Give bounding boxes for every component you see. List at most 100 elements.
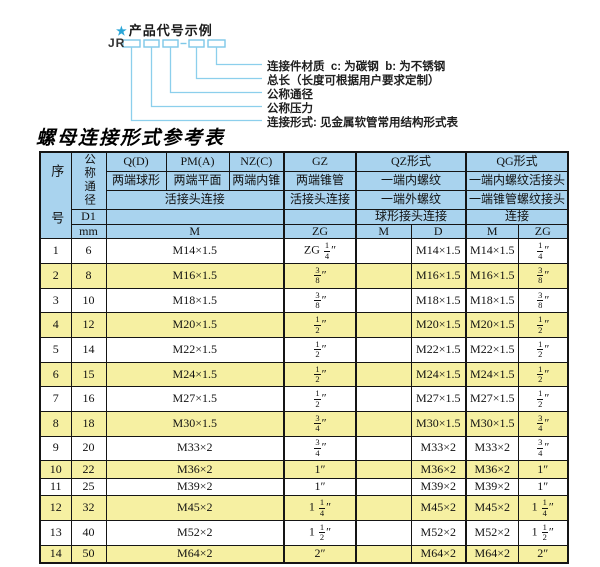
seq-cell: 10 — [39, 460, 72, 479]
seq-cell: 3 — [39, 287, 72, 314]
gz-size-cell: 1″ — [283, 460, 357, 479]
table-body: 1 6 M14×1.5 ZG 1 4 ″ M14×1.5 M14×1.5 1 4 ″ 2 8 M16×1.… — [39, 238, 569, 564]
m-thread-cell: M14×1.5 — [105, 238, 285, 265]
dn-mm-cell: 8 — [70, 263, 107, 289]
table-row: 4 12 M20×1.5 1 2 ″ M20×1.5 M20×1.5 1 2 ″ — [39, 312, 569, 338]
gz-size-cell: 1 2 ″ — [283, 336, 357, 363]
header-seq-label: 序号 — [49, 163, 65, 239]
qg-m-cell: M30×1.5 — [465, 410, 519, 437]
seq-cell: 4 — [39, 312, 72, 338]
table-row: 13 40 M52×2 1 1 2 ″ M52×2 M52×2 1 1 2 ″ — [39, 520, 569, 546]
dn-mm-cell: 16 — [70, 386, 107, 412]
table-header: 序号 公称通径 Q(D) PM(A) NZ(C) GZ QZ形式 QG形式 两端… — [39, 151, 569, 240]
header-qd-desc: 两端球形 — [105, 171, 167, 191]
qz-m-cell — [355, 263, 412, 289]
qg-zg-cell: 1 2 ″ — [517, 312, 569, 338]
dn-mm-cell: 25 — [70, 477, 107, 497]
qz-m-cell — [355, 312, 412, 338]
qz-d-cell: M64×2 — [410, 544, 467, 564]
qz-m-cell — [355, 495, 412, 522]
header-nzc-desc: 两端内锥 — [228, 171, 285, 191]
header-qz-d: D — [410, 223, 467, 240]
star-icon: ★ — [116, 24, 128, 38]
qg-zg-cell: 1 2 ″ — [517, 336, 569, 363]
header-qz-type: QZ形式 — [355, 151, 467, 173]
header-empty-gz — [283, 208, 357, 225]
qz-d-cell: M18×1.5 — [410, 287, 467, 314]
header-pma: PM(A) — [165, 151, 230, 173]
qg-m-cell: M45×2 — [465, 495, 519, 522]
qg-zg-cell: 3 4 ″ — [517, 410, 569, 437]
m-thread-cell: M39×2 — [105, 477, 285, 497]
header-gz-desc: 两端锥管 — [283, 171, 357, 191]
seq-cell: 14 — [39, 544, 72, 564]
qg-m-cell: M18×1.5 — [465, 287, 519, 314]
code-box-3 — [162, 39, 179, 48]
header-qz-desc: 一端内螺纹 — [355, 171, 467, 191]
m-thread-cell: M20×1.5 — [105, 312, 285, 338]
qz-m-cell — [355, 386, 412, 412]
qg-m-cell: M39×2 — [465, 477, 519, 497]
gz-size-cell: 1 1 2 ″ — [283, 520, 357, 546]
m-thread-cell: M52×2 — [105, 520, 285, 546]
gz-size-cell: ZG 1 4 ″ — [283, 238, 357, 265]
m-thread-cell: M36×2 — [105, 460, 285, 479]
seq-cell: 5 — [39, 336, 72, 363]
header-m: M — [105, 223, 285, 240]
gz-size-cell: 3 4 ″ — [283, 435, 357, 462]
qz-d-cell: M14×1.5 — [410, 238, 467, 265]
qz-d-cell: M22×1.5 — [410, 336, 467, 363]
qg-m-cell: M33×2 — [465, 435, 519, 462]
qz-d-cell: M36×2 — [410, 460, 467, 479]
leader-line-3 — [169, 47, 262, 94]
header-seq: 序号 — [39, 151, 72, 240]
product-code-prefix: JR — [108, 36, 126, 50]
seq-cell: 1 — [39, 238, 72, 265]
gz-size-cell: 1 1 4 ″ — [283, 495, 357, 522]
code-label-pressure: 公称压力 — [267, 103, 313, 115]
header-qd: Q(D) — [105, 151, 167, 173]
dn-mm-cell: 40 — [70, 520, 107, 546]
code-label-connection: 连接形式: 见金属软管常用结构形式表 — [267, 117, 459, 129]
qg-m-cell: M24×1.5 — [465, 361, 519, 388]
dn-mm-cell: 14 — [70, 336, 107, 363]
header-qg-connect: 连接 — [465, 208, 569, 225]
code-boxes — [122, 39, 226, 48]
header-row-5: mm M ZG M D M ZG — [40, 223, 569, 240]
header-d1: D1 — [70, 208, 107, 225]
qz-d-cell: M39×2 — [410, 477, 467, 497]
qz-d-cell: M30×1.5 — [410, 410, 467, 437]
table-title: 螺母连接形式参考表 — [36, 128, 226, 149]
header-zg: ZG — [283, 223, 357, 240]
header-qz-ball-connect: 球形接头连接 — [355, 208, 467, 225]
table-row: 8 18 M30×1.5 3 4 ″ M30×1.5 M30×1.5 3 4 ″ — [39, 410, 569, 437]
m-thread-cell: M16×1.5 — [105, 263, 285, 289]
gz-size-cell: 1 2 ″ — [283, 386, 357, 412]
header-pma-desc: 两端平面 — [165, 171, 230, 191]
qg-zg-cell: 1″ — [517, 460, 569, 479]
header-row-4: D1 球形接头连接 连接 — [40, 208, 569, 225]
qz-m-cell — [355, 520, 412, 546]
qz-d-cell: M24×1.5 — [410, 361, 467, 388]
header-gz: GZ — [283, 151, 357, 173]
dn-mm-cell: 32 — [70, 495, 107, 522]
table-row: 9 20 M33×2 3 4 ″ M33×2 M33×2 3 4 ″ — [39, 435, 569, 462]
qg-zg-cell: 3 8 ″ — [517, 263, 569, 289]
dn-mm-cell: 6 — [70, 238, 107, 265]
qg-zg-cell: 2″ — [517, 544, 569, 564]
gz-size-cell: 1 2 ″ — [283, 361, 357, 388]
leader-lines — [130, 47, 262, 122]
header-nominal-diameter: 公称通径 — [70, 151, 107, 210]
m-thread-cell: M27×1.5 — [105, 386, 285, 412]
table-row: 6 15 M24×1.5 1 2 ″ M24×1.5 M24×1.5 1 2 ″ — [39, 361, 569, 388]
dn-mm-cell: 20 — [70, 435, 107, 462]
qg-m-cell: M22×1.5 — [465, 336, 519, 363]
